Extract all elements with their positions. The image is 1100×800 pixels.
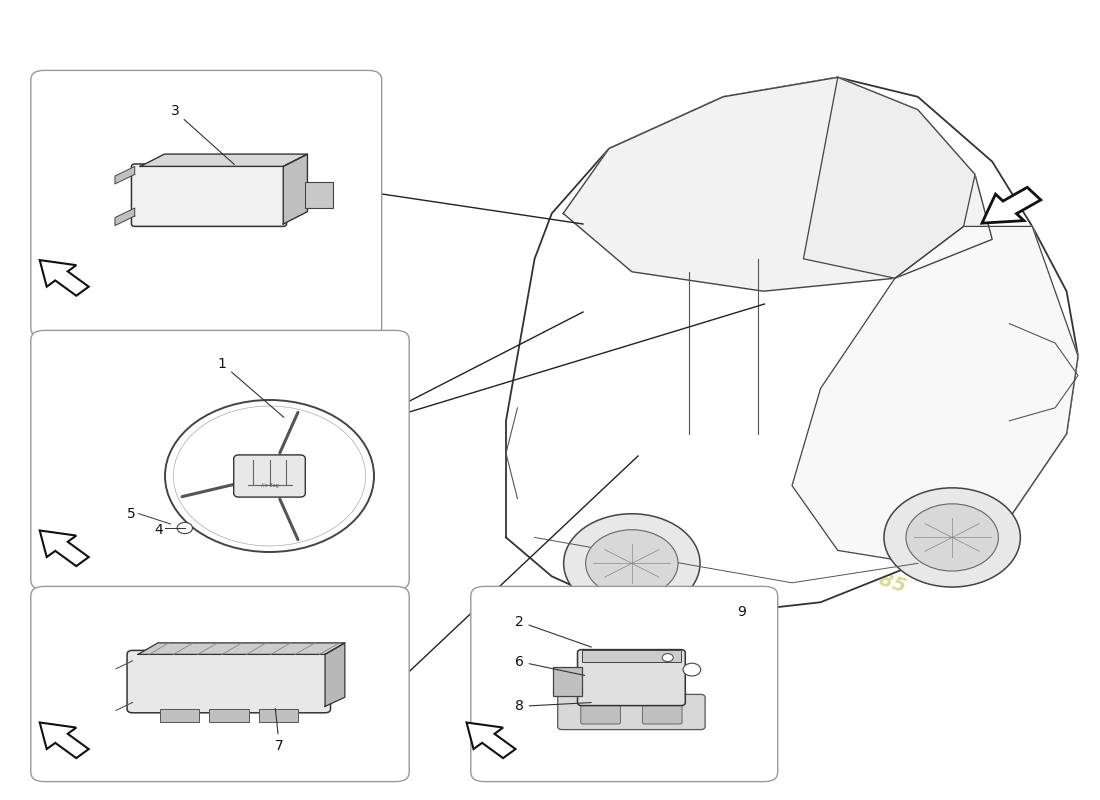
Polygon shape (40, 260, 89, 296)
Circle shape (563, 514, 700, 613)
FancyBboxPatch shape (578, 650, 685, 706)
Polygon shape (139, 643, 345, 654)
FancyBboxPatch shape (581, 701, 620, 724)
FancyBboxPatch shape (126, 650, 330, 713)
Polygon shape (466, 722, 516, 758)
Text: 2: 2 (515, 614, 592, 647)
FancyBboxPatch shape (31, 330, 409, 590)
Text: 7: 7 (275, 708, 284, 754)
Circle shape (884, 488, 1021, 587)
FancyBboxPatch shape (553, 667, 582, 696)
Polygon shape (114, 166, 134, 184)
Polygon shape (803, 78, 975, 278)
Text: 5: 5 (126, 506, 135, 521)
Polygon shape (563, 78, 992, 291)
Text: 6: 6 (515, 654, 585, 675)
Text: 9: 9 (737, 605, 746, 619)
Polygon shape (284, 154, 308, 224)
Polygon shape (114, 208, 134, 226)
Circle shape (906, 504, 999, 571)
Text: 1: 1 (218, 357, 284, 418)
Text: a passion for parts since 1985: a passion for parts since 1985 (587, 476, 909, 596)
Polygon shape (506, 78, 1078, 615)
Polygon shape (40, 530, 89, 566)
FancyBboxPatch shape (132, 164, 286, 226)
FancyBboxPatch shape (642, 701, 682, 724)
Circle shape (165, 400, 374, 552)
FancyBboxPatch shape (209, 709, 249, 722)
Circle shape (177, 522, 192, 534)
Circle shape (683, 663, 701, 676)
Polygon shape (141, 154, 308, 166)
Circle shape (662, 654, 673, 662)
FancyBboxPatch shape (31, 70, 382, 338)
Text: 4: 4 (154, 522, 163, 537)
FancyBboxPatch shape (233, 455, 306, 497)
FancyBboxPatch shape (471, 586, 778, 782)
Text: 3: 3 (170, 104, 234, 165)
FancyBboxPatch shape (258, 709, 298, 722)
FancyBboxPatch shape (582, 650, 681, 662)
Text: europes: europes (573, 242, 1011, 462)
Polygon shape (982, 187, 1041, 223)
Text: Air Bag: Air Bag (261, 483, 278, 488)
Circle shape (585, 530, 678, 597)
FancyBboxPatch shape (306, 182, 333, 208)
FancyBboxPatch shape (160, 709, 199, 722)
Polygon shape (326, 643, 345, 706)
FancyBboxPatch shape (31, 586, 409, 782)
FancyBboxPatch shape (558, 694, 705, 730)
Polygon shape (792, 226, 1078, 563)
Polygon shape (40, 722, 89, 758)
Text: 8: 8 (515, 699, 591, 714)
